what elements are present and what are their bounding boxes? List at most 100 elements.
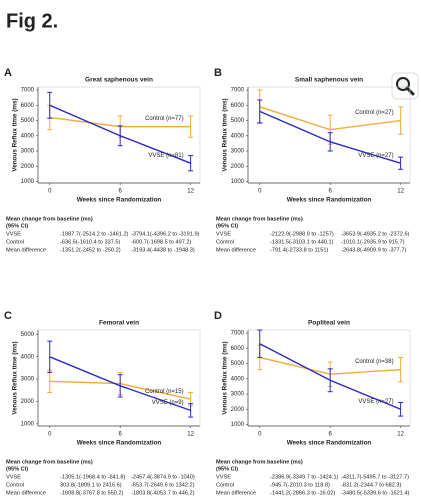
table-header: (95% CI) — [216, 466, 238, 472]
table-cell: -3653.9(-4935.2 to -2372.6) — [341, 231, 410, 237]
y-tick-label: 1000 — [231, 422, 245, 428]
series-line — [259, 106, 401, 131]
y-tick-label: 4000 — [21, 354, 35, 360]
y-tick-label: 1000 — [231, 179, 245, 185]
table-cell: 303.8(-1809.1 to 2416.6) — [60, 482, 122, 488]
table-cell: -2643.8(-4909.9 to -377.7) — [341, 247, 406, 253]
plot-frame — [247, 86, 411, 184]
table-cell: VVSE — [216, 474, 231, 480]
y-tick-label: 6000 — [231, 103, 245, 109]
y-axis-label: Venous Reflux time (ms) — [222, 341, 229, 414]
table-cell: -945.7(-2010.3 to 118.8) — [270, 482, 330, 488]
y-tick-label: 3000 — [21, 377, 35, 383]
x-tick-label: 12 — [397, 432, 404, 438]
x-tick-label: 12 — [397, 189, 404, 195]
table-header: Mean change from baseline (ms) — [216, 459, 303, 465]
table-cell: -2386.9(-3349.7 to -1424.1) — [270, 474, 339, 480]
panel-letter: C — [4, 310, 12, 322]
table-cell: -831.2(-2344.7 to 682.3) — [341, 482, 401, 488]
series-line — [259, 110, 401, 164]
table-cell: -653.7(-2649.6 to 1342.2) — [131, 482, 195, 488]
x-tick-label: 0 — [258, 432, 262, 438]
table-cell: VVSE — [6, 231, 21, 237]
y-tick-label: 5000 — [231, 118, 245, 124]
series-label: Control (n=15) — [145, 389, 184, 395]
x-tick-label: 0 — [48, 432, 52, 438]
series-label: Control (n=38) — [355, 359, 394, 365]
zoom-icon[interactable] — [391, 72, 419, 100]
y-tick-label: 3000 — [231, 392, 245, 398]
x-tick-label: 6 — [119, 189, 123, 195]
y-tick-label: 7000 — [231, 331, 245, 337]
y-tick-label: 6000 — [231, 346, 245, 352]
table-cell: Mean difference — [6, 490, 46, 496]
figure-title: Fig 2. — [6, 10, 58, 32]
table-cell: -3193.4(-4438 to -1948.3) — [131, 247, 195, 253]
plot-frame — [247, 329, 411, 427]
y-tick-label: 4000 — [21, 133, 35, 139]
table-cell: -1608.8(-3767.8 to 550.2) — [60, 490, 124, 496]
chart-title: Great saphenous vein — [85, 77, 153, 84]
table-header: Mean change from baseline (ms) — [6, 459, 93, 465]
y-axis-label: Venous Reflux time (ms) — [222, 98, 229, 171]
y-axis-label: Venous Reflux time (ms) — [12, 98, 19, 171]
series-label: VVSE (n=81) — [148, 153, 183, 159]
table-cell: Control — [6, 482, 24, 488]
y-tick-label: 5000 — [21, 118, 35, 124]
y-tick-label: 2000 — [231, 164, 245, 170]
y-tick-label: 4000 — [231, 133, 245, 139]
table-cell: -2122.9(-2988.9 to -1257) — [270, 231, 334, 237]
chart-title: Femoral vein — [99, 320, 139, 327]
table-cell: VVSE — [216, 231, 231, 237]
y-tick-label: 1000 — [21, 421, 35, 427]
y-tick-label: 2000 — [21, 164, 35, 170]
table-cell: Mean difference — [216, 490, 256, 496]
table-cell: Mean difference — [216, 247, 256, 253]
y-tick-label: 5000 — [21, 332, 35, 338]
table-cell: -3480.5(-5339.6 to -1621.4) — [341, 490, 410, 496]
series-label: VVSE (n=9) — [152, 400, 184, 406]
panel-letter: A — [4, 67, 12, 79]
x-tick-label: 6 — [329, 432, 333, 438]
x-tick-label: 6 — [119, 432, 123, 438]
x-axis-label: Weeks since Randomization — [287, 440, 372, 447]
table-cell: Mean difference — [6, 247, 46, 253]
table-cell: Control — [216, 482, 234, 488]
series-label: VVSE (n=27) — [358, 399, 393, 405]
y-tick-label: 4000 — [231, 376, 245, 382]
table-cell: -791.4(-2733.8 to 1151) — [270, 247, 328, 253]
error-bar — [398, 156, 404, 170]
y-tick-label: 1000 — [21, 179, 35, 185]
y-tick-label: 3000 — [21, 149, 35, 155]
table-header: (95% CI) — [6, 466, 28, 472]
table-cell: -1987.7(-2514.2 to -1461.2) — [60, 231, 129, 237]
y-tick-label: 5000 — [231, 361, 245, 367]
table-cell: -636.5(-1610.4 to 337.5) — [60, 239, 120, 245]
y-tick-label: 6000 — [21, 103, 35, 109]
y-axis-label: Venous Reflux time (ms) — [12, 341, 19, 414]
table-cell: Control — [6, 239, 24, 245]
series-label: VVSE (n=27) — [358, 153, 393, 159]
table-header: (95% CI) — [216, 223, 238, 229]
error-bar — [398, 356, 404, 383]
table-cell: -2457.4(-3874.9 to -1040) — [131, 474, 195, 480]
table-cell: -4311.7(-5495.7 to -3127.7) — [341, 474, 409, 480]
y-tick-label: 7000 — [21, 88, 35, 94]
chart-title: Small saphenous vein — [295, 77, 363, 84]
table-cell: -600.7(-1698.5 to 497.2) — [131, 239, 191, 245]
x-tick-label: 12 — [187, 432, 194, 438]
y-tick-label: 2000 — [231, 407, 245, 413]
y-tick-label: 3000 — [231, 149, 245, 155]
table-header: Mean change from baseline (ms) — [216, 216, 303, 222]
series-label: Control (n=27) — [355, 110, 394, 116]
table-cell: -3794.1(-4396.2 to -3191.9) — [131, 231, 200, 237]
x-axis-label: Weeks since Randomization — [77, 197, 162, 204]
series-line — [259, 343, 401, 410]
table-cell: -1010.1(-2935.9 to 915.7) — [341, 239, 405, 245]
table-cell: -1351.2(-2452 to -250.2) — [60, 247, 121, 253]
x-axis-label: Weeks since Randomization — [287, 197, 372, 204]
table-cell: -1305.1(-1968.4 to -641.8) — [60, 474, 125, 480]
table-cell: Control — [216, 239, 234, 245]
table-cell: VVSE — [6, 474, 21, 480]
